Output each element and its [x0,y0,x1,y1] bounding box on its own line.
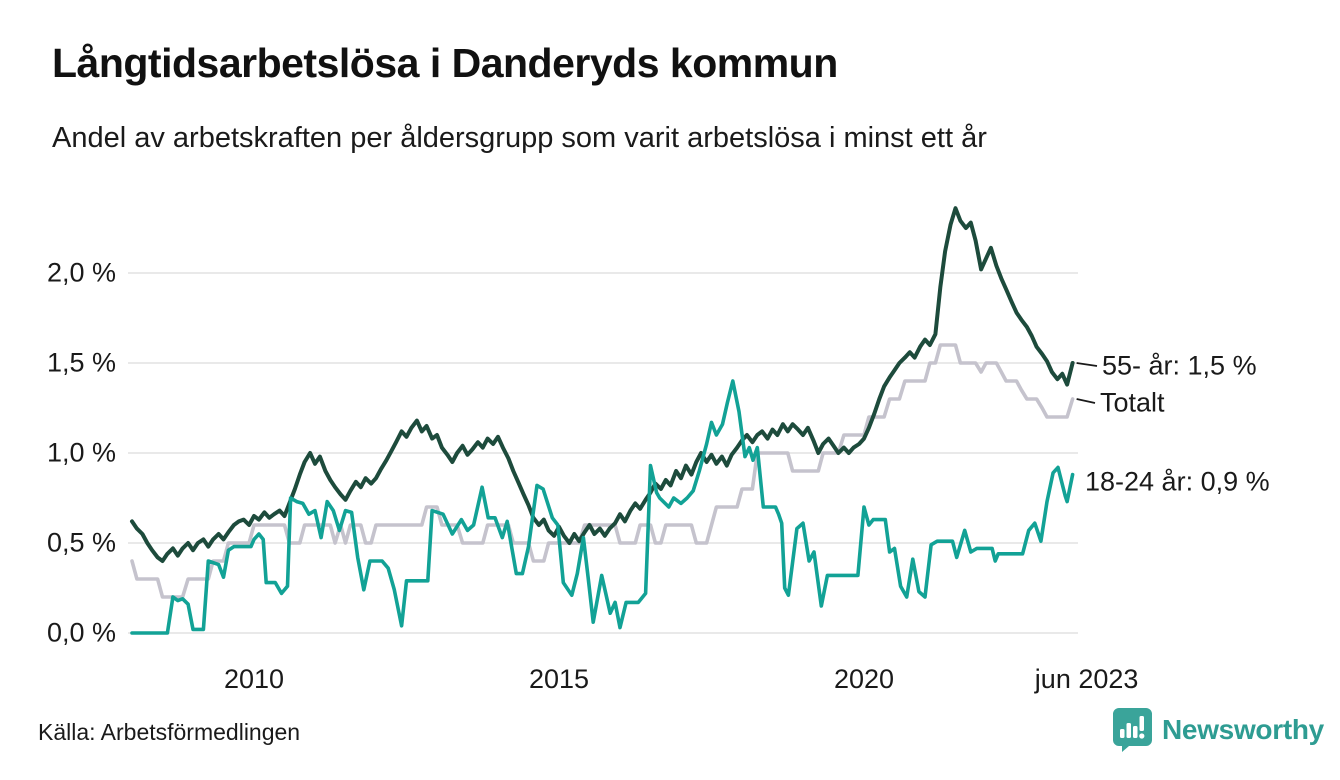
series-label-55-r: 55- år: 1,5 % [1102,350,1257,381]
chart-subtitle: Andel av arbetskraften per åldersgrupp s… [52,122,987,154]
series-label-18-24-r: 18-24 år: 0,9 % [1085,466,1270,497]
y-tick-label: 0,0 % [46,617,116,648]
y-tick-label: 1,0 % [46,437,116,468]
x-tick-label: 2020 [833,664,895,694]
x-tick-label: 2015 [528,664,590,694]
newsworthy-icon [1113,708,1152,752]
series-line-18-24-r [130,379,1075,635]
label-connector [1076,362,1098,367]
series-line-55-r [130,206,1075,563]
y-tick-label: 1,5 % [46,347,116,378]
x-tick-label: 2010 [223,664,285,694]
series-label-totalt: Totalt [1100,387,1165,418]
x-tick-label: jun 2023 [1034,664,1139,694]
brand-name: Newsworthy [1162,713,1324,745]
brand-logo: Newsworthy [1112,707,1324,752]
page-title: Långtidsarbetslösa i Danderyds kommun [52,40,838,86]
label-connector [1076,398,1096,404]
y-tick-label: 2,0 % [46,257,116,288]
series-line-totalt [130,343,1075,599]
source-note: Källa: Arbetsförmedlingen [38,719,301,745]
y-tick-label: 0,5 % [46,527,116,558]
